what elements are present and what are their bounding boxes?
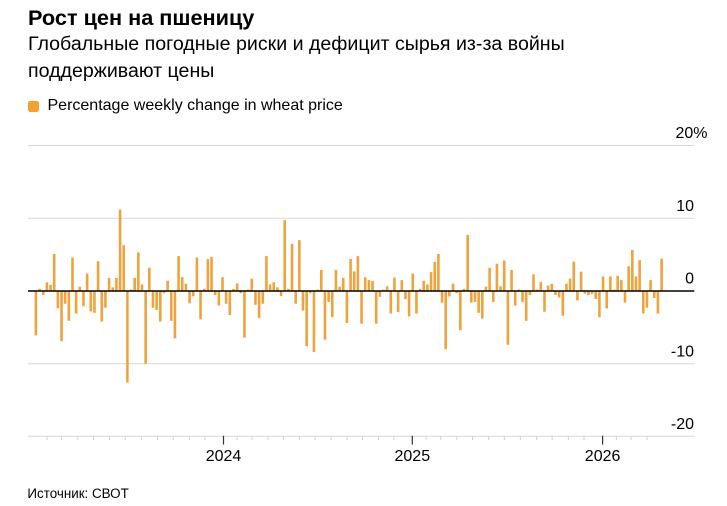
svg-text:20%: 20% [675, 125, 707, 142]
svg-text:2024: 2024 [206, 448, 242, 465]
svg-text:-20: -20 [671, 416, 694, 433]
svg-text:0: 0 [685, 271, 694, 288]
svg-text:2026: 2026 [585, 448, 621, 465]
svg-text:2025: 2025 [395, 448, 431, 465]
svg-text:-10: -10 [671, 343, 694, 360]
svg-text:10: 10 [676, 198, 694, 215]
